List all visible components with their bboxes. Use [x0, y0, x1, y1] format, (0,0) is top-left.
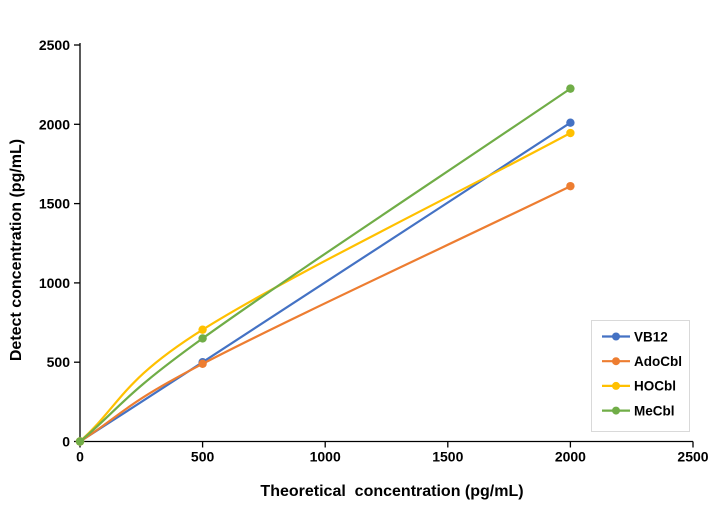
x-tick-label-500: 500 [191, 449, 215, 465]
legend-marker-adocbl [612, 357, 620, 366]
series-line-mecbl [78, 87, 572, 443]
y-tick-label-1000: 1000 [39, 275, 70, 291]
legend-marker-mecbl [612, 406, 620, 415]
series-marker-mecbl-2000 [566, 84, 575, 93]
legend-marker-hocbl [612, 381, 620, 390]
legend-box [591, 320, 690, 432]
series-marker-hocbl-500 [198, 325, 207, 334]
series-line-hocbl [78, 131, 572, 443]
legend-label-hocbl: HOCbl [634, 379, 676, 394]
x-axis-title: Theoretical concentration (pg/mL) [260, 483, 524, 500]
legend-label-vb12: VB12 [634, 329, 668, 344]
x-tick-label-1000: 1000 [310, 449, 341, 465]
x-tick-label-0: 0 [76, 449, 84, 465]
y-tick-label-0: 0 [62, 434, 70, 450]
y-tick-label-1500: 1500 [39, 196, 70, 212]
series-marker-adocbl-500 [198, 359, 207, 368]
x-tick-label-1500: 1500 [432, 449, 463, 465]
legend-label-mecbl: MeCbl [634, 403, 675, 418]
series-marker-mecbl-500 [198, 334, 207, 343]
series-marker-vb12-2000 [566, 118, 575, 127]
series-marker-adocbl-2000 [566, 181, 575, 191]
x-tick-label-2000: 2000 [555, 449, 586, 465]
series-marker-hocbl-2000 [566, 128, 575, 138]
y-tick-label-2000: 2000 [39, 116, 70, 132]
y-tick-label-2500: 2500 [39, 37, 70, 53]
series-line-adocbl [78, 185, 572, 443]
x-tick-label-2500: 2500 [677, 449, 708, 465]
legend-label-adocbl: AdoCbl [634, 354, 682, 369]
series-line-vb12 [78, 121, 572, 443]
series-marker-mecbl-0 [75, 437, 85, 446]
legend-marker-vb12 [612, 332, 620, 341]
y-tick-label-500: 500 [47, 354, 71, 370]
y-axis-title: Detect concentration (pg/mL) [8, 138, 25, 362]
